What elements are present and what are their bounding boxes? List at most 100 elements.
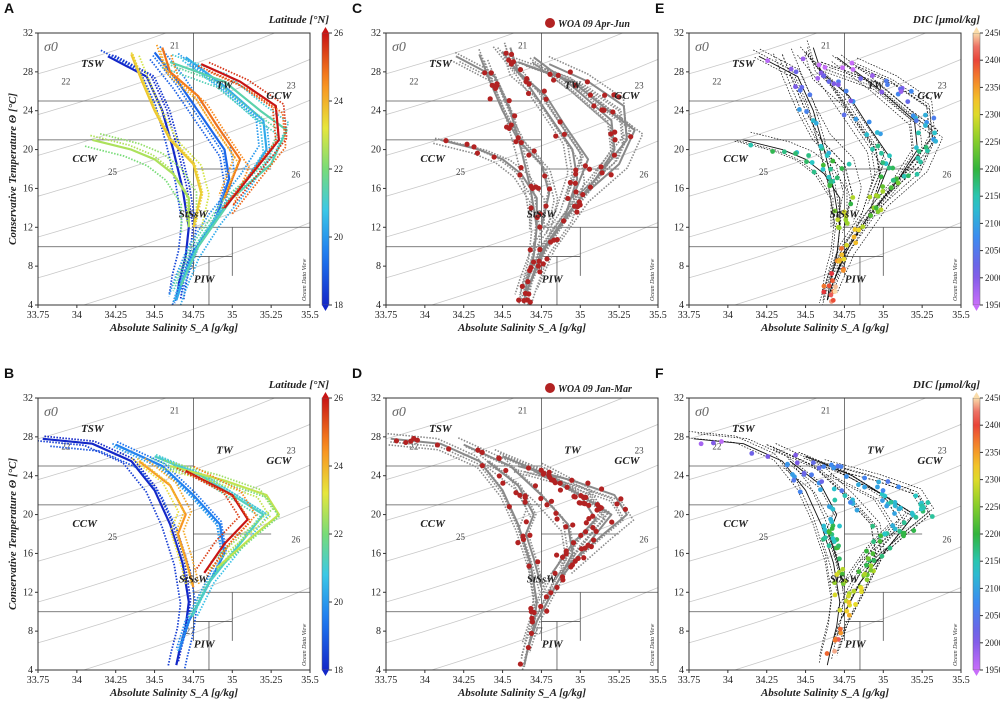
sample-marker — [820, 167, 826, 172]
sample-marker — [553, 510, 559, 516]
sample-marker — [887, 153, 892, 159]
profile-dots — [788, 463, 844, 591]
isopycnal-line — [38, 140, 310, 238]
sample-marker — [843, 213, 849, 219]
isopycnal-line — [733, 222, 961, 305]
x-tick-label: 35.25 — [608, 310, 631, 321]
sample-marker — [830, 158, 836, 164]
x-tick-label: 34.25 — [755, 675, 778, 686]
sample-marker — [590, 525, 596, 531]
colorbar-tick-label: 22 — [334, 529, 343, 539]
sample-marker — [853, 116, 859, 122]
sample-marker — [831, 486, 837, 492]
profile-line — [548, 63, 628, 209]
sample-marker — [513, 490, 519, 496]
isopycnal-line — [386, 59, 658, 156]
isopycnal-line — [82, 587, 310, 670]
sample-marker — [793, 69, 799, 75]
panel-letter: B — [4, 365, 14, 381]
sample-marker — [890, 177, 896, 183]
sample-marker — [828, 292, 834, 298]
sample-marker — [504, 124, 510, 130]
isopycnal-line — [430, 222, 658, 305]
sample-marker — [748, 142, 754, 148]
colorbar-tick-label: 2100 — [985, 218, 1000, 228]
profile-dots — [736, 139, 834, 228]
sample-marker — [871, 558, 877, 563]
x-tick-label: 34 — [723, 675, 733, 686]
sample-marker — [821, 523, 827, 529]
sample-marker — [837, 257, 843, 263]
x-tick-label: 35.25 — [911, 310, 934, 321]
y-tick-label: 4 — [679, 300, 684, 311]
sample-marker — [528, 264, 534, 271]
profile-line — [169, 61, 288, 287]
x-tick-label: 34 — [72, 310, 82, 321]
water-mass-label: StSsW — [527, 574, 558, 586]
isopycnal-line — [689, 181, 961, 279]
x-tick-label: 35.25 — [260, 675, 283, 686]
x-tick-label: 35 — [878, 310, 888, 321]
y-tick-label: 16 — [23, 548, 33, 559]
water-mass-label: CCW — [420, 518, 446, 530]
sample-marker — [858, 585, 864, 591]
credit-label: Ocean Data View — [650, 624, 656, 666]
colorbar-tick-label: 2050 — [985, 611, 1000, 621]
profile-dots — [544, 68, 624, 214]
sample-marker — [582, 501, 588, 507]
credit-label: Ocean Data View — [953, 259, 959, 301]
sample-marker — [847, 500, 853, 505]
profile-dots — [734, 140, 832, 229]
sample-marker — [543, 96, 549, 102]
water-mass-label: TW — [216, 444, 234, 456]
sample-marker — [611, 92, 617, 98]
colorbar — [321, 397, 330, 671]
sample-marker — [513, 139, 519, 145]
sample-marker — [879, 150, 884, 156]
sample-marker — [557, 480, 563, 486]
sample-marker — [844, 474, 849, 479]
profile-dots — [131, 53, 204, 228]
sample-marker — [865, 556, 871, 562]
sample-marker — [809, 160, 815, 165]
sample-marker — [551, 77, 557, 83]
sample-marker — [837, 523, 842, 529]
sample-marker — [548, 590, 554, 596]
sample-marker — [628, 134, 634, 140]
x-tick-label: 33.75 — [375, 310, 398, 321]
sample-marker — [542, 173, 548, 179]
sample-marker — [856, 482, 861, 488]
sample-marker — [576, 199, 582, 205]
sample-marker — [840, 268, 846, 273]
profile-dots — [169, 467, 280, 571]
sample-marker — [868, 213, 874, 219]
isopycnal-line — [386, 181, 658, 279]
isopycnal-label: 21 — [518, 406, 527, 416]
isopycnal-line — [38, 546, 310, 644]
sample-marker — [844, 242, 849, 248]
y-tick-label: 32 — [23, 393, 33, 404]
sample-marker — [565, 195, 571, 202]
isopycnal-label: 25 — [456, 167, 466, 177]
isopycnal-label: 22 — [61, 76, 70, 86]
isopycnal-line — [386, 33, 516, 75]
sample-marker — [879, 553, 885, 559]
sample-marker — [518, 165, 524, 171]
isopycnal-label: 25 — [108, 167, 118, 177]
isopycnal-line — [689, 398, 819, 440]
y-tick-label: 8 — [376, 261, 381, 272]
profile-dots — [514, 468, 625, 572]
sample-marker — [882, 531, 888, 537]
sample-marker — [896, 506, 902, 512]
isopycnal-line — [38, 181, 310, 279]
colorbar-tick-label: 2200 — [985, 529, 1000, 539]
isopycnal-label: 26 — [942, 535, 952, 545]
colorbar-tick-label: 2100 — [985, 583, 1000, 593]
panel-letter: F — [655, 365, 664, 381]
sample-marker — [510, 59, 517, 65]
sample-marker — [544, 502, 550, 508]
sample-marker — [932, 130, 937, 136]
isopycnal-line — [38, 464, 310, 562]
sample-marker — [874, 130, 880, 135]
sample-marker — [584, 79, 591, 85]
